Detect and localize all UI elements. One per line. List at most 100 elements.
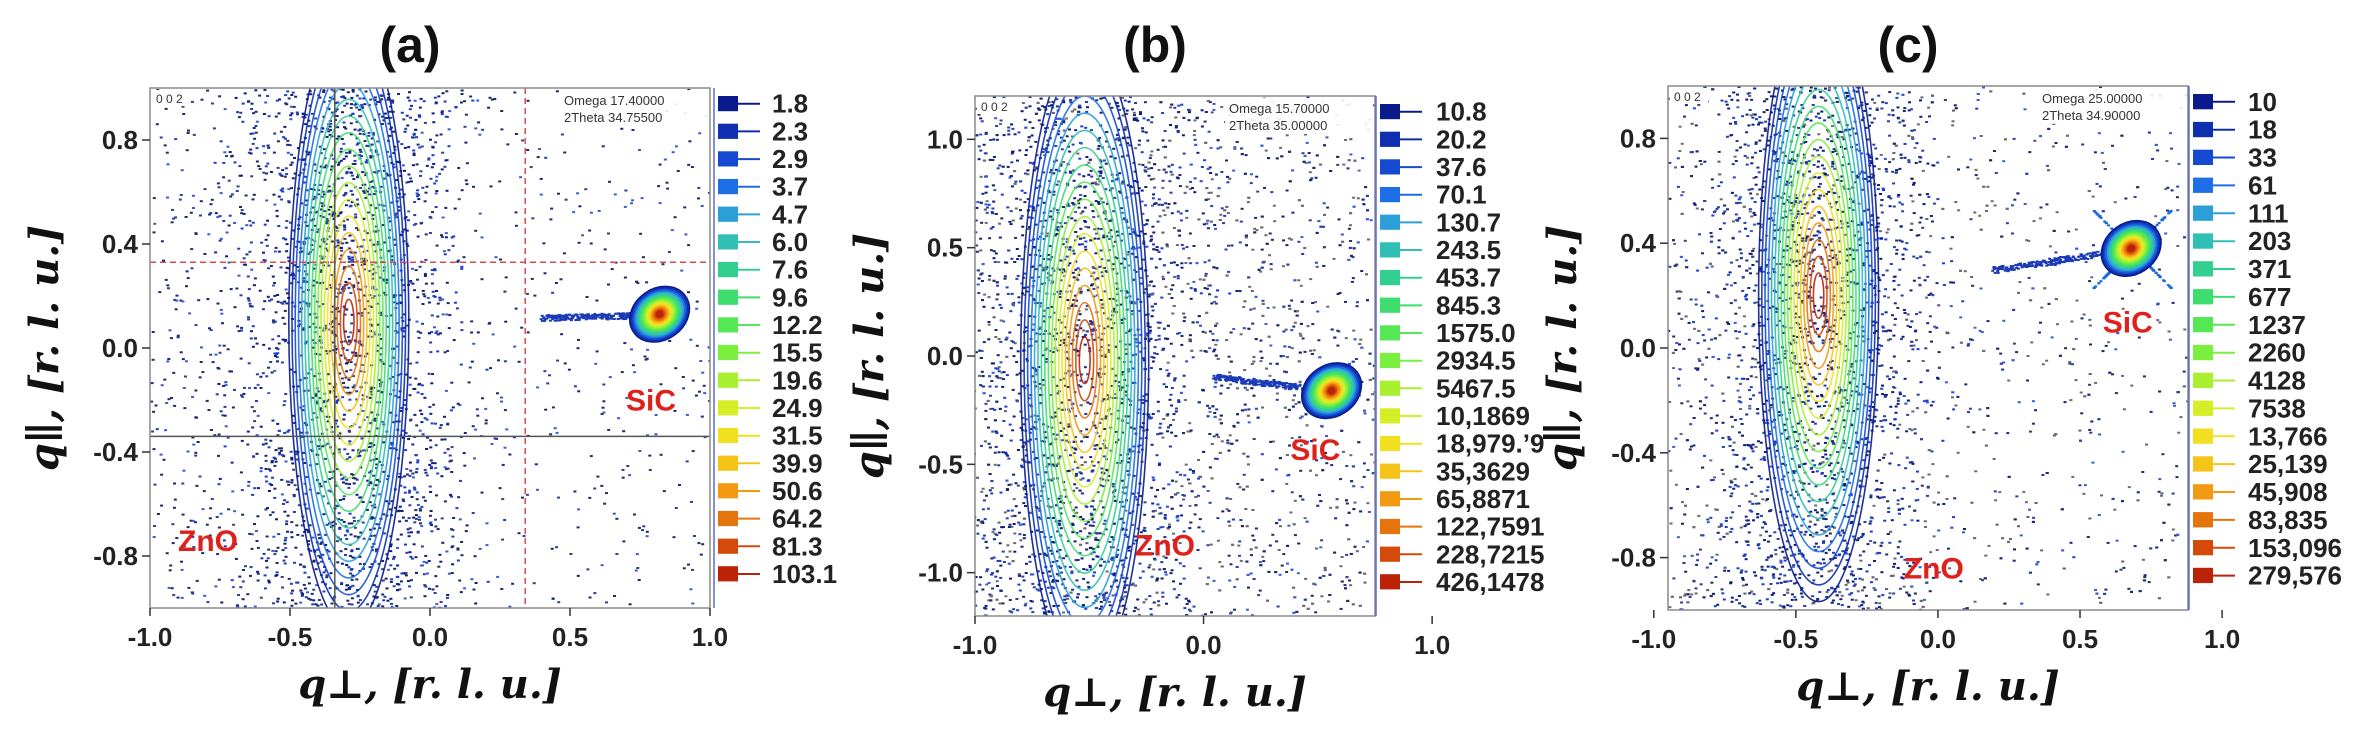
- noise-dot: [1351, 465, 1355, 468]
- noise-dot: [335, 295, 338, 298]
- noise-dot: [351, 162, 355, 165]
- band-dot: [242, 212, 246, 215]
- band-dot: [358, 496, 362, 499]
- band-dot: [347, 167, 351, 170]
- noise-dot: [1285, 189, 1289, 192]
- noise-dot: [1154, 509, 1158, 512]
- band-dot: [347, 286, 351, 289]
- noise-dot: [319, 269, 323, 272]
- noise-dot: [409, 281, 413, 284]
- noise-dot: [1192, 134, 1196, 137]
- noise-dot: [685, 413, 689, 416]
- noise-dot: [517, 532, 521, 535]
- noise-dot: [996, 376, 1000, 379]
- streak-dot: [587, 317, 591, 320]
- noise-dot: [1199, 324, 1202, 327]
- band-dot: [266, 95, 270, 97]
- band-dot: [453, 301, 457, 304]
- noise-dot: [511, 582, 515, 585]
- noise-dot: [285, 292, 289, 295]
- noise-dot: [1176, 492, 1180, 494]
- noise-dot: [520, 326, 524, 329]
- noise-dot: [1078, 489, 1082, 492]
- noise-dot: [279, 449, 283, 452]
- band-dot: [330, 331, 334, 334]
- band-dot: [334, 334, 338, 337]
- band-dot: [302, 451, 306, 454]
- band-dot: [336, 239, 340, 242]
- band-dot: [280, 198, 284, 201]
- noise-dot: [348, 430, 352, 433]
- noise-dot: [255, 373, 259, 376]
- noise-dot: [1049, 393, 1053, 396]
- band-dot: [274, 449, 278, 452]
- noise-dot: [315, 463, 319, 466]
- noise-dot: [984, 221, 988, 224]
- noise-dot: [301, 250, 304, 253]
- noise-dot: [1000, 371, 1004, 374]
- band-dot: [392, 294, 396, 297]
- noise-dot: [391, 376, 395, 378]
- noise-dot: [420, 545, 424, 548]
- band-dot: [319, 165, 323, 168]
- noise-dot: [1127, 461, 1130, 464]
- band-dot: [365, 159, 369, 162]
- noise-dot: [1162, 555, 1166, 558]
- noise-dot: [1360, 486, 1364, 489]
- band-dot: [351, 476, 355, 479]
- noise-dot: [426, 297, 430, 299]
- colorbar-label: 7.6: [772, 255, 808, 285]
- noise-dot: [485, 544, 489, 547]
- noise-dot: [702, 384, 706, 387]
- band-dot: [263, 88, 267, 91]
- band-dot: [287, 200, 291, 203]
- noise-dot: [1259, 350, 1263, 353]
- noise-dot: [1118, 605, 1122, 608]
- noise-dot: [415, 498, 419, 501]
- noise-dot: [472, 342, 476, 345]
- band-dot: [262, 343, 266, 346]
- noise-dot: [211, 361, 215, 364]
- band-dot: [327, 208, 331, 211]
- noise-dot: [1325, 462, 1329, 465]
- noise-dot: [357, 449, 360, 452]
- band-dot: [368, 181, 372, 183]
- noise-dot: [1055, 573, 1059, 576]
- band-dot: [264, 438, 268, 441]
- noise-dot: [1037, 516, 1041, 519]
- noise-dot: [354, 227, 358, 230]
- noise-dot: [1163, 214, 1167, 217]
- band-dot: [316, 390, 320, 393]
- noise-dot: [443, 100, 447, 103]
- band-dot: [320, 603, 324, 606]
- noise-dot: [1031, 611, 1035, 614]
- noise-dot: [1250, 554, 1253, 557]
- band-dot: [380, 347, 384, 350]
- noise-dot: [237, 330, 241, 333]
- noise-dot: [529, 166, 533, 169]
- noise-dot: [440, 234, 443, 237]
- noise-dot: [344, 127, 348, 130]
- noise-dot: [1089, 169, 1093, 172]
- noise-dot: [170, 221, 174, 224]
- noise-dot: [557, 496, 560, 499]
- noise-dot: [172, 217, 176, 220]
- noise-dot: [227, 261, 231, 264]
- noise-dot: [445, 550, 449, 553]
- noise-dot: [289, 368, 293, 371]
- noise-dot: [536, 386, 540, 389]
- noise-dot: [1336, 163, 1340, 166]
- noise-dot: [464, 113, 468, 116]
- band-dot: [412, 152, 416, 155]
- streak-dot: [619, 317, 623, 320]
- noise-dot: [990, 487, 994, 489]
- noise-dot: [1254, 527, 1258, 530]
- noise-dot: [429, 439, 433, 442]
- noise-dot: [588, 496, 592, 499]
- band-dot: [352, 284, 356, 287]
- noise-dot: [424, 191, 428, 194]
- noise-dot: [240, 209, 244, 212]
- colorbar-swatch: [718, 234, 738, 250]
- noise-dot: [456, 547, 460, 550]
- band-dot: [404, 543, 407, 546]
